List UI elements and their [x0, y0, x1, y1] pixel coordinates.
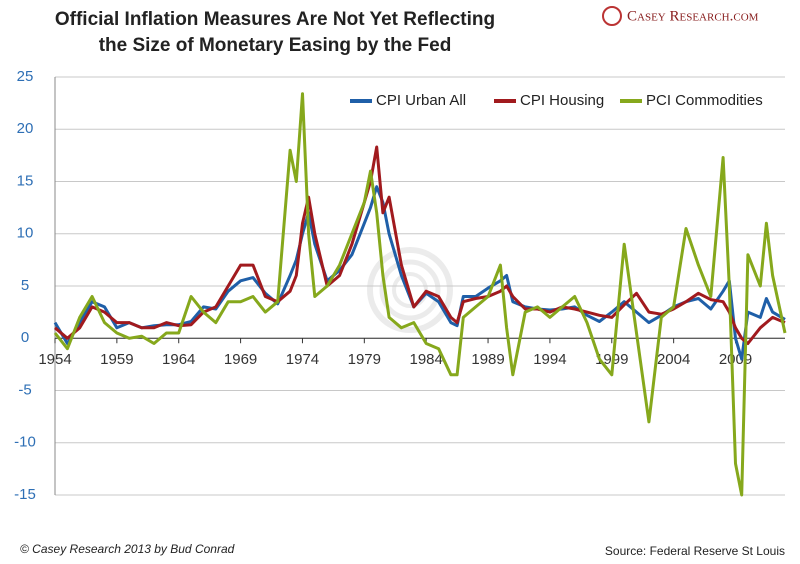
- x-tick-label: 1954: [38, 351, 71, 368]
- x-tick-label: 1959: [100, 351, 133, 368]
- y-tick-label: 5: [21, 277, 29, 294]
- series-line: [54, 145, 786, 345]
- x-tick-label: 1979: [348, 351, 381, 368]
- legend-label: CPI Housing: [520, 92, 604, 109]
- y-tick-label: 15: [17, 172, 34, 189]
- y-tick-label: 10: [17, 225, 34, 242]
- series-line: [53, 92, 787, 497]
- x-tick-label: 1974: [286, 351, 319, 368]
- chart-title: Official Inflation Measures Are Not Yet …: [55, 9, 495, 30]
- legend-label: PCI Commodities: [646, 92, 763, 109]
- footer-right: Source: Federal Reserve St Louis: [605, 544, 785, 558]
- grid: [55, 76, 785, 496]
- chart-title: the Size of Monetary Easing by the Fed: [99, 35, 452, 56]
- y-tick-label: 25: [17, 68, 34, 85]
- footer-left: © Casey Research 2013 by Bud Conrad: [20, 542, 235, 556]
- x-tick-label: 1984: [409, 351, 442, 368]
- y-tick-label: -5: [18, 381, 31, 398]
- y-tick-label: 20: [17, 120, 34, 137]
- y-tick-label: -10: [14, 434, 36, 451]
- x-tick-label: 1994: [533, 351, 566, 368]
- legend-label: CPI Urban All: [376, 92, 466, 109]
- x-tick-label: 2004: [657, 351, 690, 368]
- y-tick-label: -15: [14, 486, 36, 503]
- x-tick-label: 1989: [471, 351, 504, 368]
- logo-icon: [602, 6, 622, 26]
- x-tick-label: 2009: [719, 351, 752, 368]
- x-tick-label: 1964: [162, 351, 195, 368]
- y-tick-label: 0: [21, 329, 29, 346]
- brand: Casey Research.com: [627, 8, 759, 24]
- x-tick-label: 1969: [224, 351, 257, 368]
